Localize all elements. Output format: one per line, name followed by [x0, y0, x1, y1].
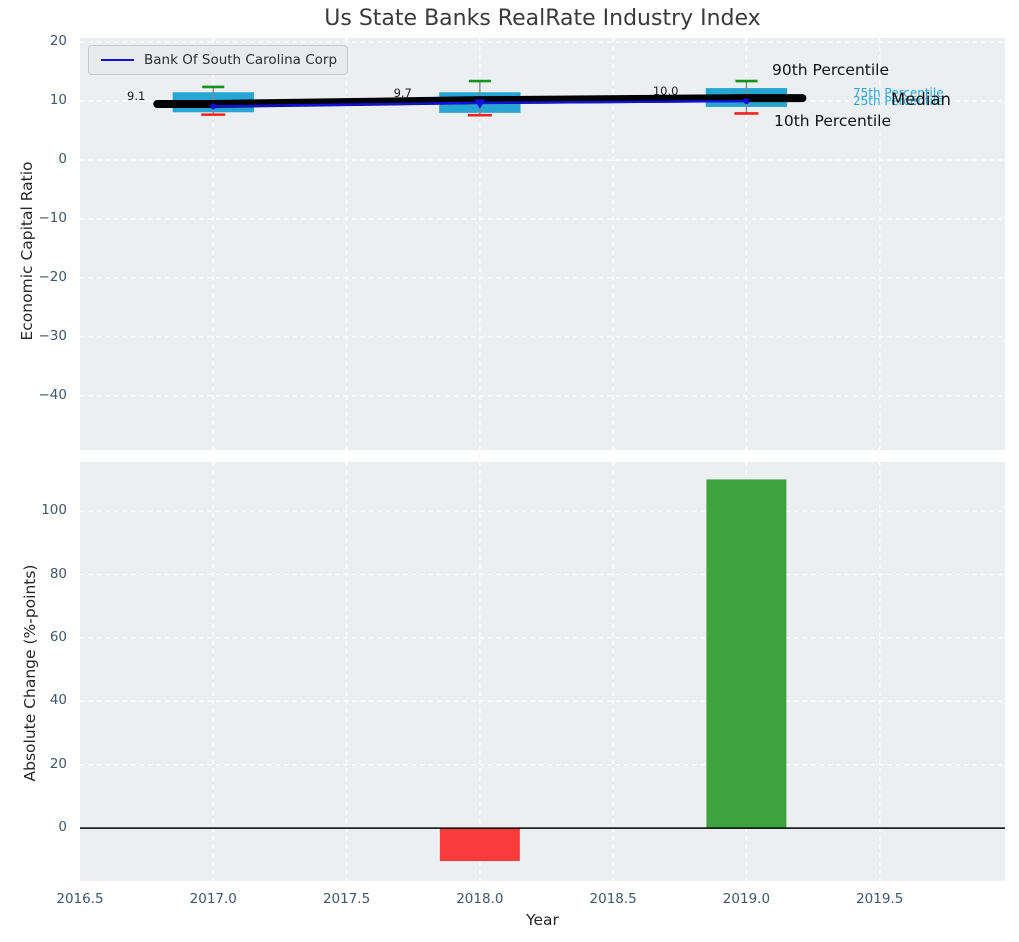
- figure: Us State Banks RealRate Industry Index E…: [0, 0, 1019, 942]
- plot-svg: [0, 0, 1019, 942]
- legend-line-swatch-icon: [101, 59, 134, 61]
- bottom-y-tick: 100: [7, 502, 67, 518]
- company-marker: [210, 103, 216, 109]
- annotation-10th-percentile: 10th Percentile: [774, 112, 891, 130]
- bottom-y-tick: 0: [7, 819, 67, 835]
- top-y-tick: 10: [7, 92, 67, 108]
- top-y-tick: −20: [7, 269, 67, 285]
- company-value-label: 10.0: [638, 84, 678, 98]
- top-y-tick: −10: [7, 210, 67, 226]
- bottom-y-tick: 80: [7, 566, 67, 582]
- company-value-label: 9.1: [105, 89, 145, 103]
- plot-area-bottom: [80, 462, 1005, 881]
- annotation-90th-percentile: 90th Percentile: [772, 61, 889, 79]
- x-tick: 2019.0: [706, 891, 786, 907]
- x-tick: 2019.5: [840, 891, 920, 907]
- bottom-y-tick: 60: [7, 629, 67, 645]
- x-axis-label: Year: [80, 911, 1005, 929]
- top-y-tick: −40: [7, 387, 67, 403]
- company-value-label: 9.7: [372, 86, 412, 100]
- bottom-y-tick: 20: [7, 756, 67, 772]
- chart-title: Us State Banks RealRate Industry Index: [80, 6, 1005, 31]
- x-tick: 2017.5: [307, 891, 387, 907]
- bar-positive: [706, 479, 786, 828]
- legend-label: Bank Of South Carolina Corp: [144, 52, 337, 68]
- x-tick: 2017.0: [173, 891, 253, 907]
- bottom-y-tick: 40: [7, 692, 67, 708]
- x-tick: 2016.5: [40, 891, 120, 907]
- top-y-tick: 0: [7, 151, 67, 167]
- legend: Bank Of South Carolina Corp: [88, 45, 348, 75]
- bottom-y-axis-label: Absolute Change (%-points): [21, 558, 39, 788]
- x-tick: 2018.5: [573, 891, 653, 907]
- x-tick: 2018.0: [440, 891, 520, 907]
- top-y-tick: −30: [7, 328, 67, 344]
- company-marker: [743, 98, 749, 104]
- annotation-median: Median: [891, 90, 951, 109]
- bar-negative: [440, 828, 520, 861]
- top-y-tick: 20: [7, 33, 67, 49]
